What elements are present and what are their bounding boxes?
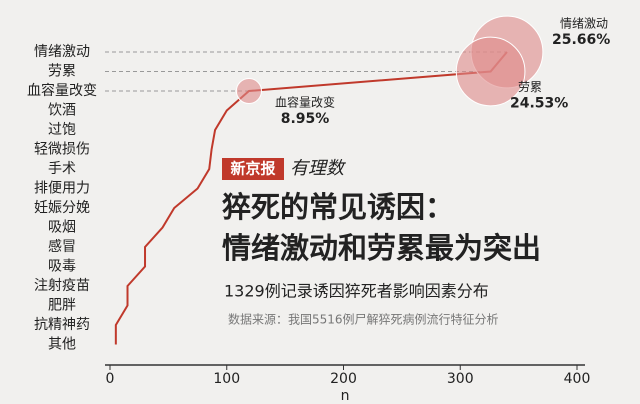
source: 数据来源：我国5516例尸解猝死病例流行特征分析 <box>228 312 499 327</box>
y-tick-label: 肥胖 <box>48 298 76 314</box>
logo-tag: 有理数 <box>290 158 346 179</box>
y-tick-label: 劳累 <box>48 64 76 80</box>
x-tick-label: 300 <box>447 371 474 387</box>
y-tick-label: 过饱 <box>48 122 76 138</box>
bubble-label: 8.95% <box>281 111 330 127</box>
chart-title: 猝死的常见诱因： <box>222 190 454 224</box>
bubble <box>235 77 262 105</box>
bubble-category: 劳累 <box>518 80 542 94</box>
bubble-category: 情绪激动 <box>560 17 608 31</box>
x-tick-label: 400 <box>564 371 591 387</box>
y-tick-label: 饮酒 <box>48 103 76 119</box>
logo: 新京报 <box>230 160 275 178</box>
y-tick-label: 情绪激动 <box>34 43 90 60</box>
x-axis-label: n <box>341 388 350 404</box>
x-tick-label: 100 <box>213 371 240 387</box>
y-tick-label: 其他 <box>48 337 76 353</box>
bubble-label: 25.66% <box>552 32 610 48</box>
y-tick-label: 轻微损伤 <box>34 142 90 158</box>
x-tick-label: 200 <box>330 371 357 387</box>
line <box>114 51 508 345</box>
y-tick-label: 血容量改变 <box>27 82 97 99</box>
y-tick-label: 排便用力 <box>34 181 90 197</box>
y-tick-label: 手术 <box>48 161 76 177</box>
logo-box <box>222 158 284 180</box>
caption: 1329例记录诱因猝死者影响因素分布 <box>224 282 489 301</box>
y-tick-label: 妊娠分娩 <box>34 200 90 216</box>
bubble-category: 血容量改变 <box>275 95 335 110</box>
x-tick-label: 0 <box>106 371 115 387</box>
y-tick-label: 吸毒 <box>48 259 76 275</box>
y-tick-label: 吸烟 <box>48 220 76 236</box>
chart-subtitle: 情绪激动和劳累最为突出 <box>222 231 541 265</box>
y-tick-label: 注射疫苗 <box>34 278 90 294</box>
bubble-label: 24.53% <box>510 96 568 112</box>
y-tick-label: 感冒 <box>48 238 76 255</box>
y-tick-label: 抗精神药 <box>34 317 90 333</box>
bubble <box>455 36 526 107</box>
